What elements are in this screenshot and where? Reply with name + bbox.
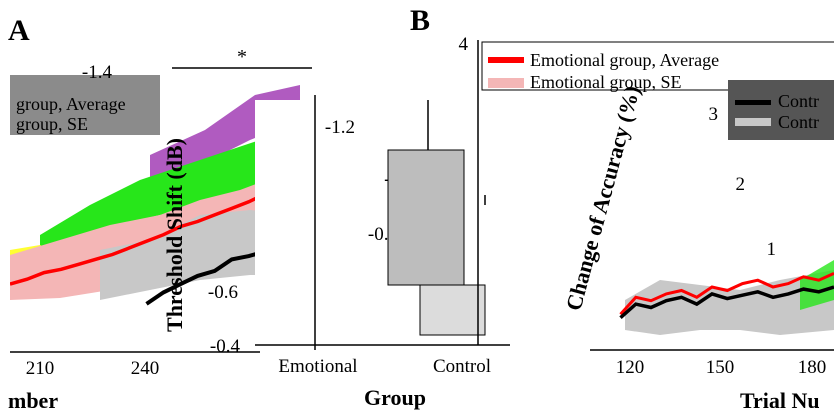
b-control-average-line xyxy=(619,285,834,320)
legend-b-control-average: Contr xyxy=(778,91,819,111)
b-y-tick-2: 2 xyxy=(736,174,746,195)
panel-b-chart: 4 3 2 1 0 Emotional group, Average Emoti… xyxy=(459,34,834,413)
emotional-average-line xyxy=(10,170,301,286)
legend-b-emotional-swatch xyxy=(488,57,524,63)
y-tick-n0.6: -0.6 xyxy=(208,282,238,303)
control-se-band xyxy=(100,210,300,300)
legend-b-emotional-average: Emotional group, Average xyxy=(530,50,719,70)
legend-b-control-se: Contr xyxy=(778,112,819,132)
x-tick-210: 210 xyxy=(26,358,55,379)
legend-b-emotional-se: Emotional group, SE xyxy=(530,72,682,92)
panel-b-letter: B xyxy=(410,4,430,37)
bar-y-label: Threshold Shift (dB) xyxy=(162,138,187,332)
bar-emotional xyxy=(387,149,465,286)
panel-a-bar-chart: * -1.4 -1.2 -1 -0.8 -0.6 -0.4 Emotional … xyxy=(82,46,510,410)
significance-star: * xyxy=(237,46,247,68)
b-x-tick-120: 120 xyxy=(616,357,645,378)
panel-b-y-label: Change of Accuracy (%) xyxy=(561,83,645,313)
legend-a-item-2: group, SE xyxy=(16,114,88,134)
panel-b-x-label: Trial Nu xyxy=(740,388,820,413)
panel-a-letter: A xyxy=(8,14,30,47)
b-y-tick-1: 1 xyxy=(767,239,777,260)
y-tick-n1.2: -1.2 xyxy=(325,117,355,138)
b-x-tick-180: 180 xyxy=(798,357,827,378)
b-y-tick-4: 4 xyxy=(459,34,469,55)
b-y-tick-3: 3 xyxy=(709,104,719,125)
legend-b-control-se-swatch xyxy=(735,118,771,126)
x-category-emotional: Emotional xyxy=(278,356,357,377)
x-tick-240: 240 xyxy=(131,358,160,379)
b-emotional-average-line xyxy=(619,272,834,316)
b-colorful-band xyxy=(800,260,834,310)
legend-b-control-box xyxy=(728,80,834,140)
legend-b-se-swatch xyxy=(488,78,524,88)
y-tick-n0.4: -0.4 xyxy=(210,336,241,357)
legend-a-box xyxy=(10,75,160,135)
b-x-tick-150: 150 xyxy=(706,357,735,378)
x-category-control: Control xyxy=(433,356,491,377)
bar-x-label: Group xyxy=(364,385,426,410)
bar-control xyxy=(419,284,486,336)
legend-b-control-swatch xyxy=(735,100,771,105)
emotional-se-band xyxy=(10,165,300,300)
panel-a-x-label: mber xyxy=(8,388,58,413)
y-tick-n1.4: -1.4 xyxy=(82,62,113,83)
legend-a-item-1: group, Average xyxy=(16,94,126,114)
